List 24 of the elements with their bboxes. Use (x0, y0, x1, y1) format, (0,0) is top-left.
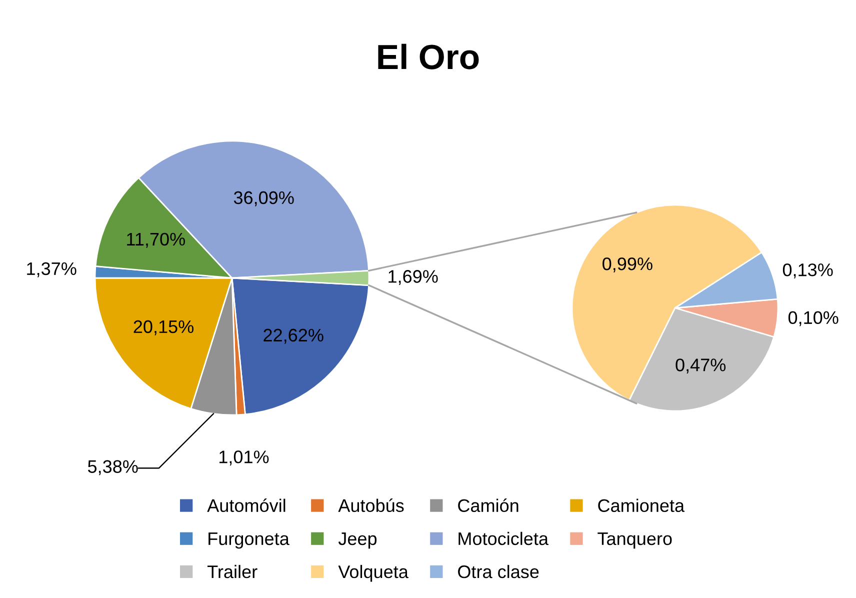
legend-label: Autobús (338, 498, 404, 512)
chart-title: El Oro (378, 44, 479, 70)
legend-label: Furgoneta (208, 532, 290, 549)
data-label: 1,69% (388, 270, 438, 285)
data-label: 36,09% (234, 191, 294, 206)
legend-label: Automóvil (207, 498, 286, 512)
data-label: 11,70% (127, 232, 185, 248)
legend-label: Camioneta (598, 498, 685, 512)
data-label: 22,62% (264, 328, 324, 344)
data-label: 0,10% (788, 311, 838, 326)
legend-label: Trailer (208, 564, 258, 578)
data-label: 20,15% (134, 320, 194, 336)
legend-label: Camión (458, 498, 518, 512)
data-label: 0,99% (602, 257, 652, 272)
legend-label: Jeep (338, 532, 377, 549)
legend-label: Volqueta (338, 564, 408, 582)
legend-label: Otra clase (458, 564, 539, 578)
legend-label: Tanquero (598, 532, 672, 549)
data-label: 0,47% (676, 358, 726, 374)
data-label: 1,37% (27, 262, 76, 278)
data-label: 0,13% (782, 263, 833, 278)
legend-label: Motocicleta (458, 532, 548, 546)
data-label: 5,38% (88, 460, 138, 476)
data-label: 1,01% (220, 450, 269, 466)
